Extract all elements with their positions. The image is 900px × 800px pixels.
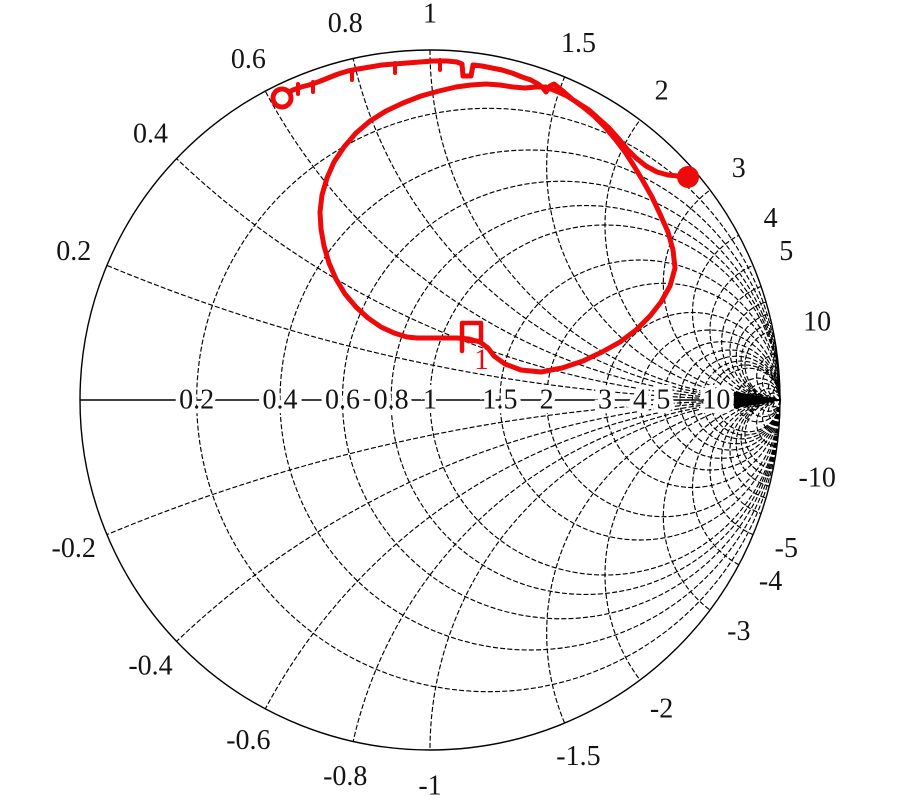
reactance-label-0.4: 0.4	[133, 118, 168, 149]
reactance-label-0.2: 0.2	[56, 236, 91, 267]
axis-label-5: 5	[656, 385, 670, 416]
axis-arrowhead	[734, 391, 782, 409]
reactance-arc--0.4	[80, 399, 780, 750]
reactance-arc-1.5	[546, 50, 780, 401]
reactance-label--4: -4	[759, 566, 782, 597]
trace-start-marker	[270, 86, 294, 110]
axis-label-2: 2	[540, 385, 554, 416]
marker-1-label: 1	[474, 343, 489, 376]
reactance-label--10: -10	[799, 463, 836, 494]
axis-label-0.8: 0.8	[374, 385, 409, 416]
marker-1-bracket-icon	[459, 320, 484, 354]
reactance-label-3: 3	[732, 153, 746, 184]
reactance-label--3: -3	[727, 616, 750, 647]
reactance-arc--0.8	[341, 399, 780, 750]
reactance-arc--20	[761, 399, 780, 436]
trace-group: 1	[270, 58, 699, 376]
reactance-arc--1	[429, 399, 780, 750]
reactance-arc-20	[761, 364, 780, 401]
reactance-arc-10	[744, 329, 780, 401]
reactance-arc-3	[662, 166, 780, 401]
reactance-label-0.8: 0.8	[328, 8, 363, 39]
axis-label-1.5: 1.5	[483, 385, 518, 416]
reactance-label-1: 1	[423, 0, 437, 30]
axis-label-0.4: 0.4	[263, 385, 298, 416]
reactance-label--0.2: -0.2	[52, 533, 96, 564]
axis-label-1: 1	[423, 385, 437, 416]
reactance-label-1.5: 1.5	[561, 28, 596, 59]
reactance-arc-2	[604, 50, 780, 401]
trace-end-marker	[677, 166, 699, 188]
trace-path	[282, 58, 689, 375]
reactance-label--0.8: -0.8	[323, 761, 367, 792]
reactance-arc--6	[721, 399, 780, 518]
reactance-arc--3	[662, 399, 780, 634]
reactance-label--1: -1	[418, 771, 441, 800]
reactance-arc--0.6	[196, 399, 780, 750]
reactance-label--0.4: -0.4	[128, 651, 172, 682]
axis-label-3: 3	[598, 385, 612, 416]
reactance-arc-1	[429, 50, 780, 401]
reactance-arc--0.2	[80, 399, 780, 750]
reactance-label--0.6: -0.6	[226, 725, 270, 756]
reactance-arc-0.6	[196, 50, 780, 401]
reactance-label-0.6: 0.6	[231, 44, 266, 75]
reactance-label--5: -5	[775, 533, 798, 564]
reactance-arc--15	[756, 399, 780, 448]
axis-label-0.2: 0.2	[179, 385, 214, 416]
reactance-label--2: -2	[650, 693, 673, 724]
axis-label-0.6: 0.6	[325, 385, 360, 416]
reactance-arc-5	[709, 259, 780, 401]
axis-label-4: 4	[633, 385, 647, 416]
axis-labels: 0.2 0.4 0.6 0.8 1 1.5 2 3 4 5 10	[175, 380, 735, 420]
reactance-label-2: 2	[655, 76, 669, 107]
reactance-label-10: 10	[803, 306, 831, 337]
reactance-label-4: 4	[764, 203, 778, 234]
reactance-label--1.5: -1.5	[556, 741, 600, 772]
reactance-arc-15	[756, 352, 780, 401]
axis-label-10: 10	[702, 385, 730, 416]
reactance-label-5: 5	[779, 236, 793, 267]
